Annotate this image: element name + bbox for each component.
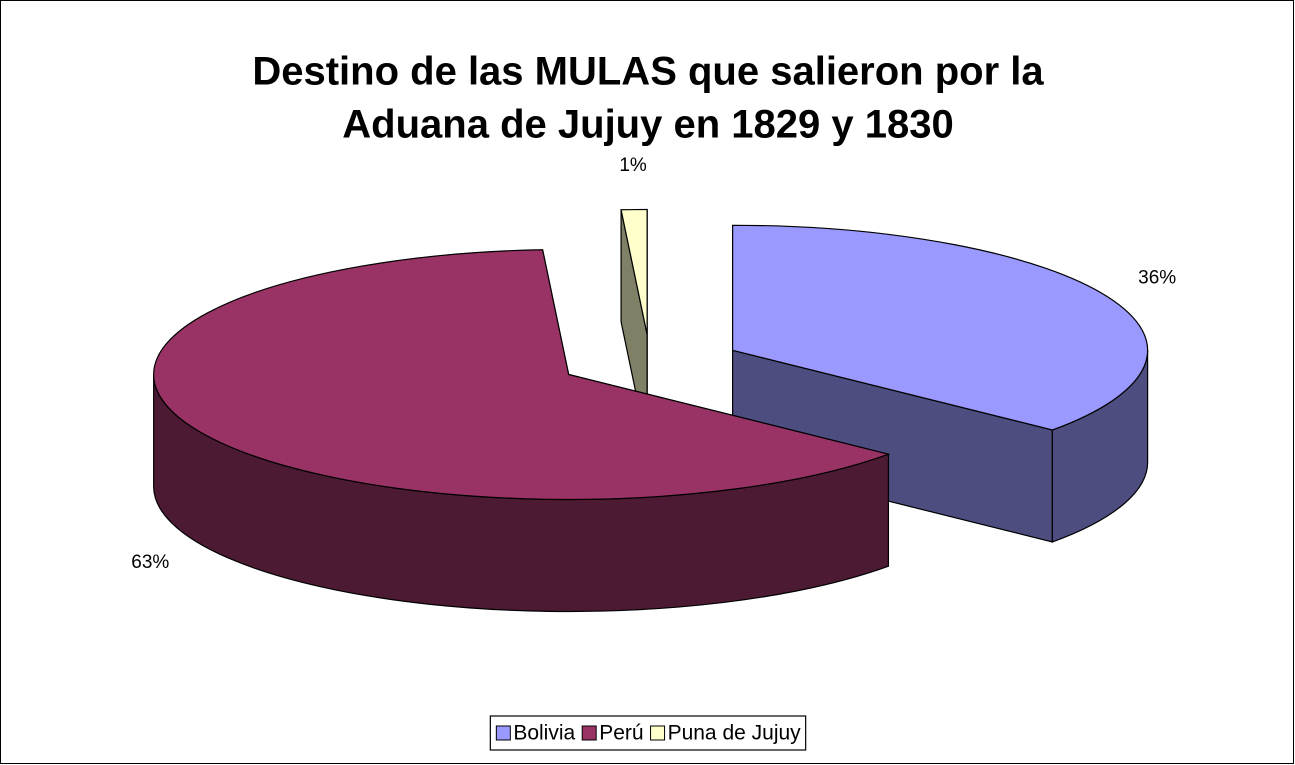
slice xyxy=(620,208,648,335)
legend: Bolivia Perú Puna de Jujuy xyxy=(489,715,807,751)
chart-title: Destino de las MULAS que salieron por la xyxy=(252,50,1044,94)
legend-label: Puna de Jujuy xyxy=(668,722,802,745)
slice xyxy=(732,224,1149,431)
pie xyxy=(153,208,1149,613)
chart-title: Aduana de Jujuy en 1829 y 1830 xyxy=(342,103,953,147)
legend-swatch xyxy=(650,725,666,741)
data-label: 36% xyxy=(1138,267,1176,288)
legend-swatch xyxy=(495,725,511,741)
legend-label: Perú xyxy=(599,722,643,745)
legend-swatch xyxy=(581,725,597,741)
slice xyxy=(153,249,891,501)
legend-label: Bolivia xyxy=(513,722,575,745)
legend-box xyxy=(489,715,807,751)
data-label: 1% xyxy=(619,155,647,176)
data-label: 63% xyxy=(131,552,169,573)
